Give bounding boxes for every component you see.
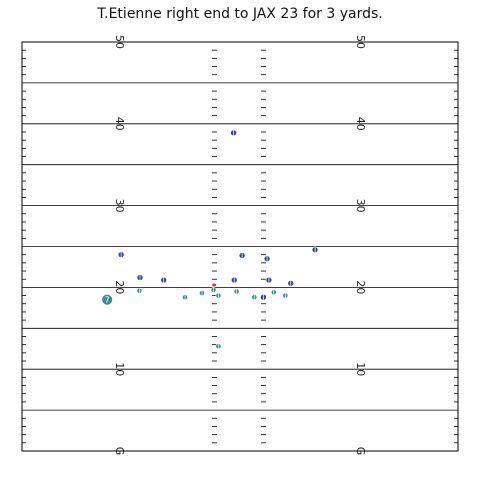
- offense-player-marker: [210, 286, 217, 293]
- defense-player-marker: [260, 293, 267, 301]
- defense-player-marker: [230, 129, 237, 137]
- defense-player-marker: [265, 276, 273, 284]
- football-ball: [212, 283, 217, 287]
- defense-player-marker: [287, 280, 295, 287]
- chart-title: T.Etienne right end to JAX 23 for 3 yard…: [97, 6, 383, 22]
- yard-number: 10: [113, 362, 126, 376]
- yard-number: 30: [113, 199, 126, 213]
- offense-player-marker: [136, 287, 143, 294]
- offense-player-marker: 7: [101, 293, 114, 306]
- yard-number: 40: [113, 117, 126, 131]
- offense-player-marker: [251, 294, 258, 301]
- offense-player-marker: [199, 290, 205, 297]
- defense-player-marker: [238, 252, 246, 259]
- yard-number: 40: [354, 117, 367, 131]
- defense-player-marker: [230, 276, 238, 284]
- player-number: 7: [105, 296, 110, 305]
- offense-player-marker: [233, 288, 240, 295]
- field-border: [21, 41, 459, 452]
- player-dot: [101, 293, 114, 306]
- offense-player-marker: [215, 292, 222, 299]
- yard-lines: [22, 41, 458, 452]
- offense-player-marker: [215, 343, 222, 350]
- defense-player-marker: [117, 251, 125, 258]
- yard-number: 20: [354, 280, 367, 294]
- yard-number: 30: [354, 199, 367, 213]
- yard-number: 10: [354, 362, 367, 376]
- defense-player-marker: [136, 274, 144, 281]
- offense-player-marker: [282, 292, 289, 299]
- player-markers: 7: [101, 129, 319, 350]
- defense-player-marker: [311, 246, 319, 254]
- defense-player-marker: [160, 276, 168, 284]
- hash-marks: [22, 49, 458, 444]
- offense-player-marker: [182, 294, 188, 301]
- offense-player-marker: [270, 289, 277, 296]
- defense-player-marker: [263, 255, 271, 263]
- yard-number: 20: [113, 280, 126, 294]
